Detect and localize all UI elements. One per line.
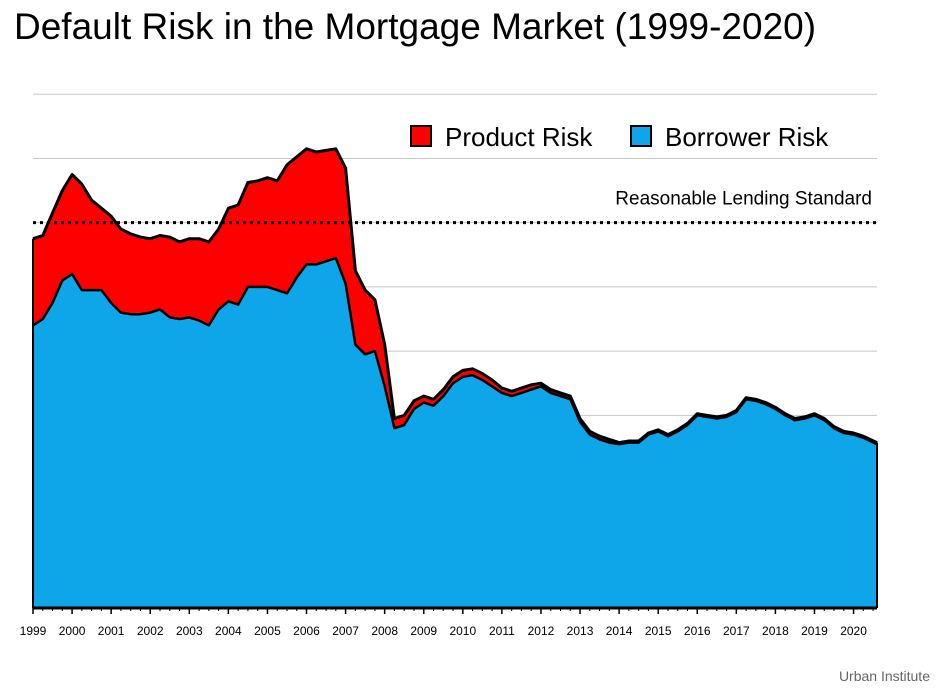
x-tick-label: 2020 [840,624,867,638]
x-tick-label: 2010 [449,624,476,638]
borrower-risk-outline [32,256,878,446]
x-tick-label: 2015 [645,624,672,638]
x-tick-label: 2005 [254,624,281,638]
reference-line-group: Reasonable Lending Standard [33,189,877,225]
x-tick-label: 2002 [137,624,164,638]
x-tick-label: 2013 [567,624,594,638]
product-risk-legend-label: Product Risk [445,122,593,152]
borrower-risk-area [33,258,877,608]
x-tick-label: 2018 [762,624,789,638]
borrower-risk-legend-label: Borrower Risk [665,122,829,152]
x-tick-label: 2011 [489,624,515,638]
x-tick-label: 2017 [723,624,750,638]
x-tick-label: 2012 [528,624,555,638]
x-tick-label: 2019 [801,624,828,638]
x-tick-label: 1999 [20,624,47,638]
reasonable-lending-standard-label: Reasonable Lending Standard [615,189,872,210]
x-tick-label: 2004 [215,624,242,638]
x-tick-label: 2007 [332,624,359,638]
x-tick-label: 2016 [684,624,711,638]
x-tick-label: 2003 [176,624,203,638]
x-tick-label: 2014 [606,624,633,638]
borrower-risk-legend-swatch [630,125,652,147]
stacked-areas [32,147,878,608]
chart-title: Default Risk in the Mortgage Market (199… [14,6,817,47]
x-tick-label: 2000 [59,624,86,638]
x-tick-label: 2008 [371,624,398,638]
x-axis: 1999 2000 2001 2002 2003 2004 2005 2006 2007 2008… [20,606,877,638]
product-risk-outline [32,147,878,445]
x-tick-label: 2001 [98,624,125,638]
x-tick-label: 2006 [293,624,320,638]
source-label: Urban Institute [838,668,930,684]
legend: Product Risk Borrower Risk [410,122,829,152]
product-risk-legend-swatch [410,125,432,147]
x-tick-label: 2009 [410,624,437,638]
